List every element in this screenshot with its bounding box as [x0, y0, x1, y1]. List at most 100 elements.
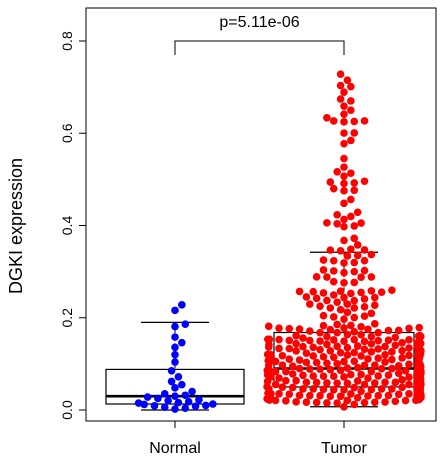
data-point-tumor	[316, 345, 324, 354]
data-point-tumor	[360, 246, 369, 254]
data-point-tumor	[350, 278, 359, 287]
data-point-normal	[171, 306, 179, 315]
data-point-tumor	[360, 361, 369, 370]
data-point-tumor	[388, 348, 396, 356]
data-point-tumor	[336, 287, 345, 295]
data-point-tumor	[340, 293, 348, 302]
data-point-tumor	[357, 219, 365, 227]
data-point-tumor	[350, 296, 359, 305]
data-point-tumor	[340, 278, 348, 287]
data-point-normal	[201, 401, 210, 410]
data-point-tumor	[302, 293, 311, 301]
data-point-tumor	[374, 336, 383, 345]
data-point-tumor	[388, 286, 396, 294]
data-point-tumor	[340, 88, 348, 97]
data-point-tumor	[302, 349, 311, 357]
data-point-tumor	[326, 325, 335, 334]
data-point-tumor	[398, 375, 406, 384]
data-point-tumor	[374, 354, 383, 362]
data-point-normal	[143, 393, 152, 401]
data-point-tumor	[316, 337, 324, 345]
data-point-tumor	[360, 303, 369, 311]
x-category-label: Normal	[149, 440, 201, 457]
data-point-tumor	[381, 350, 389, 359]
data-point-normal	[209, 400, 217, 408]
data-point-normal	[160, 403, 169, 412]
data-point-normal	[171, 322, 179, 331]
data-point-tumor	[367, 348, 376, 356]
data-point-tumor	[288, 370, 297, 378]
p-value-label: p=5.11e-06	[219, 14, 299, 31]
data-point-tumor	[323, 332, 331, 341]
data-point-normal	[171, 350, 179, 359]
data-point-tumor	[347, 321, 355, 330]
data-point-normal	[164, 396, 172, 405]
data-point-tumor	[350, 267, 359, 276]
data-point-tumor	[292, 331, 300, 340]
data-point-tumor	[360, 345, 369, 354]
data-point-normal	[154, 394, 162, 403]
data-point-tumor	[377, 385, 386, 393]
data-point-tumor	[299, 371, 307, 380]
data-point-tumor	[333, 320, 341, 329]
data-point-tumor	[347, 390, 355, 398]
data-point-tumor	[312, 294, 321, 303]
data-point-tumor	[302, 398, 311, 406]
data-point-normal	[178, 380, 186, 389]
data-point-tumor	[340, 268, 348, 277]
axes-layer: 0.0 0.2 0.4 0.6 0.8 Normal Tumor DGKI expressio…	[6, 7, 437, 457]
data-point-tumor	[340, 102, 348, 110]
data-point-tumor	[292, 339, 300, 348]
data-point-tumor	[299, 342, 307, 351]
data-point-tumor	[282, 396, 290, 405]
data-point-normal	[134, 399, 143, 407]
data-point-tumor	[340, 373, 348, 381]
data-point-normal	[171, 358, 179, 366]
data-point-normal	[181, 404, 190, 412]
data-point-tumor	[343, 330, 352, 339]
data-point-tumor	[299, 334, 307, 342]
data-point-tumor	[367, 340, 376, 348]
data-point-tumor	[360, 295, 369, 303]
data-point-tumor	[323, 399, 331, 407]
data-point-tumor	[340, 386, 348, 394]
data-point-tumor	[271, 367, 280, 376]
data-point-tumor	[275, 324, 283, 333]
y-tick-label: 0.4	[59, 216, 75, 236]
data-point-tumor	[326, 392, 335, 400]
data-point-tumor	[347, 82, 355, 91]
data-point-tumor	[319, 372, 328, 381]
data-point-tumor	[278, 351, 287, 360]
annotation-layer: p=5.11e-06	[174, 14, 345, 55]
data-point-tumor	[309, 343, 318, 352]
data-point-tumor	[381, 342, 389, 351]
data-point-tumor	[329, 291, 338, 299]
data-point-tumor	[360, 256, 369, 265]
data-point-tumor	[340, 139, 348, 148]
data-point-tumor	[353, 393, 362, 402]
y-tick-label: 0.2	[59, 308, 75, 328]
data-point-tumor	[415, 323, 424, 332]
data-point-tumor	[353, 241, 362, 249]
data-point-normal	[160, 390, 169, 398]
data-point-tumor	[353, 208, 362, 217]
data-point-tumor	[275, 374, 283, 382]
data-point-tumor	[319, 353, 328, 361]
data-point-tumor	[350, 186, 359, 195]
data-point-tumor	[350, 258, 359, 267]
data-point-tumor	[333, 328, 341, 337]
data-point-tumor	[326, 347, 335, 355]
data-point-tumor	[333, 210, 341, 219]
data-point-tumor	[388, 355, 396, 364]
data-point-tumor	[343, 364, 352, 372]
y-tick-label: 0.0	[59, 400, 75, 420]
data-point-tumor	[360, 380, 369, 389]
data-point-tumor	[340, 357, 348, 366]
data-point-tumor	[329, 313, 338, 321]
data-point-tumor	[263, 350, 272, 359]
data-point-tumor	[285, 324, 294, 333]
data-point-tumor	[275, 344, 283, 353]
data-point-tumor	[357, 370, 365, 379]
data-point-tumor	[394, 390, 403, 399]
data-point-tumor	[340, 324, 348, 332]
